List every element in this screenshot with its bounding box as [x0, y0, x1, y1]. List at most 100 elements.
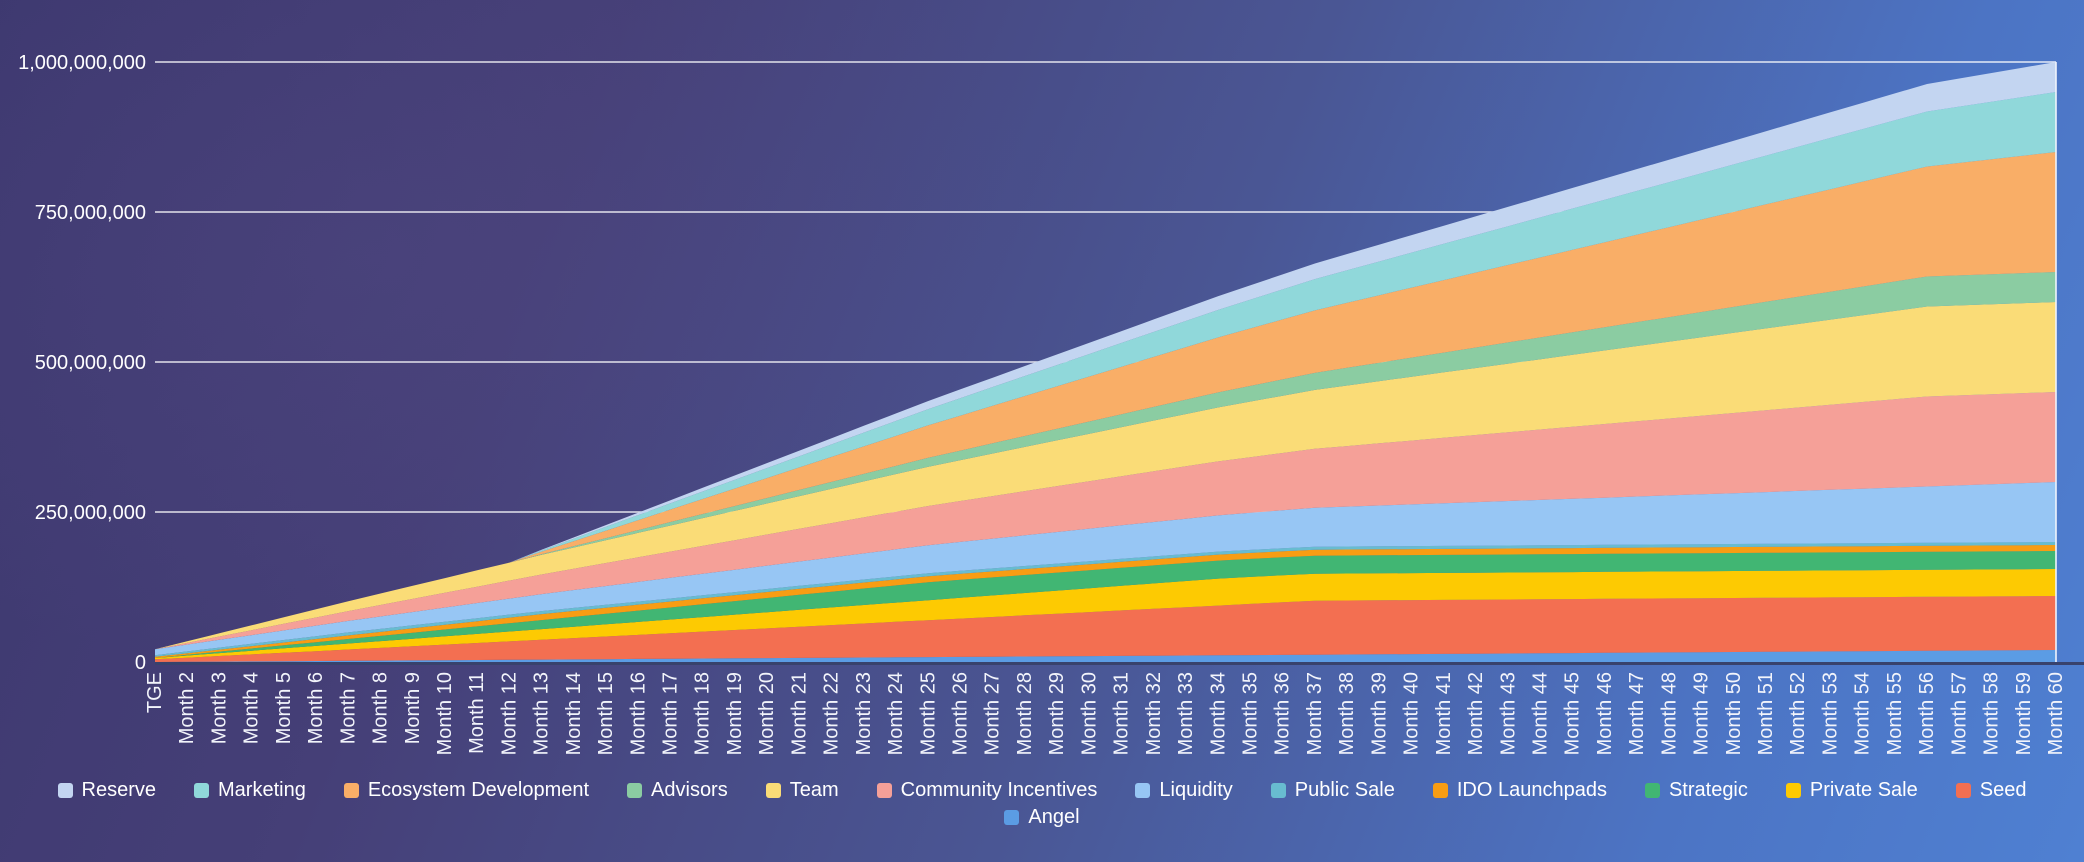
legend-item-ido-launchpads[interactable]: IDO Launchpads: [1432, 779, 1607, 801]
legend-swatch-public-sale: [1270, 782, 1286, 798]
x-tick-label: Month 49: [1691, 672, 1713, 755]
area-ecosystem-development: [155, 152, 2056, 650]
y-tick-label: 750,000,000: [35, 202, 146, 224]
legend-item-liquidity[interactable]: Liquidity: [1135, 779, 1233, 801]
legend-label: Public Sale: [1294, 779, 1395, 801]
x-tick-label: Month 54: [1852, 672, 1874, 755]
x-tick-label: Month 51: [1755, 672, 1777, 755]
x-tick-label: Month 59: [2013, 672, 2035, 755]
y-tick-label: 0: [135, 652, 146, 674]
legend-item-marketing[interactable]: Marketing: [194, 780, 306, 800]
legend-swatch-private-sale: [1785, 782, 1801, 798]
x-tick-label: Month 22: [821, 672, 843, 755]
legend-swatch-seed: [1955, 782, 1971, 798]
x-tick-label: Month 35: [1239, 672, 1261, 755]
legend-label: Angel: [1028, 806, 1080, 828]
chart-legend: Reserve Marketing Ecosystem Development Adv…: [0, 780, 2084, 827]
x-tick-label: Month 52: [1787, 672, 1809, 755]
area-seed: [155, 596, 2056, 662]
x-tick-label: Month 33: [1175, 672, 1197, 755]
x-tick-label: Month 11: [466, 672, 488, 754]
legend-label: Liquidity: [1159, 779, 1233, 801]
legend-item-public-sale[interactable]: Public Sale: [1270, 779, 1395, 801]
legend-item-advisors[interactable]: Advisors: [627, 780, 728, 800]
legend-label: IDO Launchpads: [1456, 779, 1607, 801]
x-axis-labels-group: TGE Month 2 Month 3 Month 4 Month 5 Month 6 Mo…: [144, 672, 2067, 755]
x-tick-label: Month 16: [627, 672, 649, 755]
x-tick-label: Month 19: [724, 672, 746, 755]
legend-label: Seed: [1979, 779, 2027, 801]
x-tick-label: Month 28: [1014, 672, 1036, 755]
x-tick-label: Month 58: [1981, 672, 2003, 755]
area-ido-launchpads: [155, 545, 2056, 658]
legend-row-2: Angel: [1004, 806, 1080, 828]
area-liquidity: [155, 482, 2056, 656]
x-tick-label: Month 10: [434, 672, 456, 755]
x-tick-label: Month 32: [1143, 672, 1165, 755]
x-tick-label: Month 30: [1078, 672, 1100, 755]
legend-item-seed[interactable]: Seed: [1955, 779, 2027, 801]
y-tick-label: 250,000,000: [35, 502, 146, 524]
legend-swatch-angel: [1004, 809, 1020, 825]
legend-item-angel[interactable]: Angel: [1004, 806, 1080, 828]
x-tick-label: Month 60: [2045, 672, 2067, 755]
x-tick-label: Month 46: [1594, 672, 1616, 755]
x-tick-label: Month 2: [176, 672, 198, 744]
x-tick-label: Month 26: [950, 672, 972, 755]
x-tick-label: Month 7: [337, 672, 359, 744]
x-tick-label: Month 8: [370, 672, 392, 744]
x-tick-label: Month 31: [1111, 672, 1133, 755]
x-tick-label: Month 40: [1401, 672, 1423, 755]
legend-swatch-strategic: [1644, 782, 1660, 798]
x-tick-label: Month 56: [1916, 672, 1938, 755]
legend-item-reserve[interactable]: Reserve: [57, 780, 156, 800]
x-tick-label: Month 45: [1562, 672, 1584, 755]
area-strategic: [155, 551, 2056, 658]
stacked-areas-group: [155, 62, 2056, 662]
legend-label: Team: [789, 779, 839, 801]
legend-label: Strategic: [1668, 779, 1748, 801]
x-tick-label: Month 13: [531, 672, 553, 755]
legend-item-team[interactable]: Team: [765, 779, 839, 801]
legend-swatch-advisors: [627, 782, 643, 798]
x-tick-label: Month 43: [1497, 672, 1519, 755]
legend-label: Advisors: [651, 779, 728, 801]
x-tick-label: Month 4: [241, 672, 263, 744]
x-tick-label: Month 17: [660, 672, 682, 755]
area-reserve: [155, 62, 2056, 650]
x-tick-label: Month 5: [273, 672, 295, 744]
legend-label: Ecosystem Development: [367, 779, 590, 801]
x-tick-label: Month 20: [756, 672, 778, 755]
legend-swatch-marketing: [194, 782, 210, 798]
x-tick-label: Month 41: [1433, 672, 1455, 755]
legend-item-private-sale[interactable]: Private Sale: [1785, 780, 1918, 800]
legend-row-1: Reserve Marketing Ecosystem Development Adv…: [57, 779, 2027, 801]
legend-swatch-ido-launchpads: [1432, 782, 1448, 798]
x-tick-label: Month 6: [305, 672, 327, 744]
x-tick-label: Month 25: [917, 672, 939, 755]
area-marketing: [155, 92, 2056, 650]
legend-item-community-incentives[interactable]: Community Incentives: [876, 779, 1098, 801]
legend-item-ecosystem-development[interactable]: Ecosystem Development: [343, 779, 590, 801]
x-tick-label: Month 9: [402, 672, 424, 744]
x-tick-label: Month 42: [1465, 672, 1487, 755]
area-advisors: [155, 272, 2056, 650]
x-tick-label: Month 53: [1819, 672, 1841, 755]
x-tick-label: Month 34: [1207, 672, 1229, 755]
x-tick-label: Month 12: [498, 672, 520, 755]
legend-swatch-community-incentives: [876, 782, 892, 798]
legend-swatch-ecosystem-development: [343, 782, 359, 798]
x-tick-label: Month 3: [208, 672, 230, 744]
x-tick-label: Month 29: [1046, 672, 1068, 755]
x-tick-label: Month 36: [1272, 672, 1294, 755]
x-tick-label: TGE: [144, 672, 166, 713]
x-tick-label: Month 23: [853, 672, 875, 755]
legend-label: Community Incentives: [900, 779, 1098, 801]
x-tick-label: Month 57: [1948, 672, 1970, 755]
x-tick-label: Month 27: [982, 672, 1004, 755]
legend-swatch-liquidity: [1135, 782, 1151, 798]
x-tick-label: Month 15: [595, 672, 617, 755]
y-tick-label: 1,000,000,000: [18, 52, 146, 74]
legend-item-strategic[interactable]: Strategic: [1644, 779, 1748, 801]
